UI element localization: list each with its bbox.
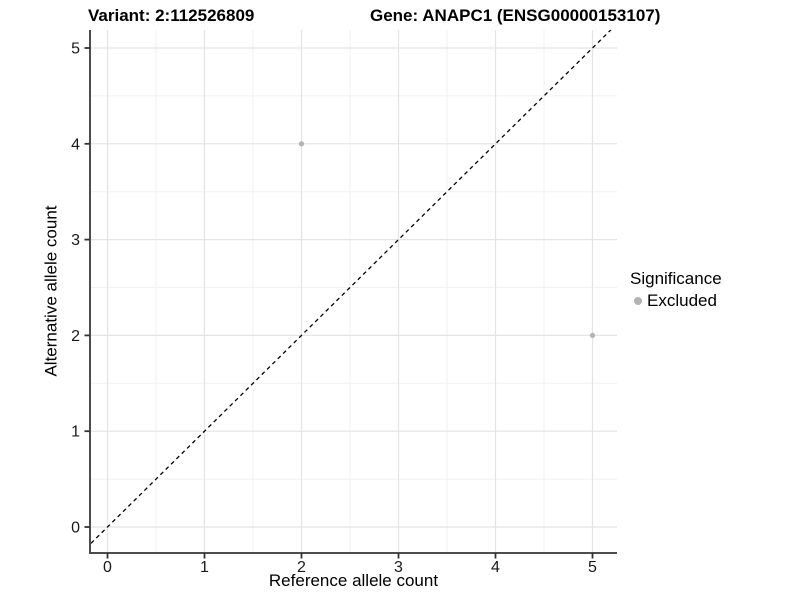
x-tick-label: 1 — [200, 559, 209, 576]
axis-lines — [89, 30, 617, 554]
y-tick-label: 5 — [71, 41, 80, 58]
x-axis-title: Reference allele count — [268, 571, 439, 590]
y-tick-label: 0 — [71, 520, 80, 537]
legend-entry-label: Excluded — [647, 291, 717, 310]
y-tick-label: 2 — [71, 328, 80, 345]
legend: Significance Excluded — [630, 269, 722, 310]
data-point — [298, 141, 305, 147]
x-tick-label: 5 — [588, 559, 597, 576]
x-tick-label: 3 — [394, 559, 403, 576]
data-point — [589, 332, 596, 338]
y-axis-title: Alternative allele count — [41, 205, 61, 377]
x-tick-label: 4 — [491, 559, 500, 576]
y-tick-label: 4 — [71, 136, 80, 153]
excluded-point-icon — [634, 297, 642, 305]
y-tick-label: 3 — [71, 232, 80, 249]
x-tick-label: 2 — [297, 559, 306, 576]
legend-title: Significance — [630, 269, 722, 288]
y-tick-label: 1 — [71, 424, 80, 441]
identity-line — [90, 30, 612, 546]
legend-entry-excluded: Excluded — [630, 292, 722, 310]
x-tick-label: 0 — [103, 559, 112, 576]
variant-title: Variant: 2:112526809 — [88, 6, 255, 25]
gene-title: Gene: ANAPC1 (ENSG00000153107) — [370, 6, 661, 25]
